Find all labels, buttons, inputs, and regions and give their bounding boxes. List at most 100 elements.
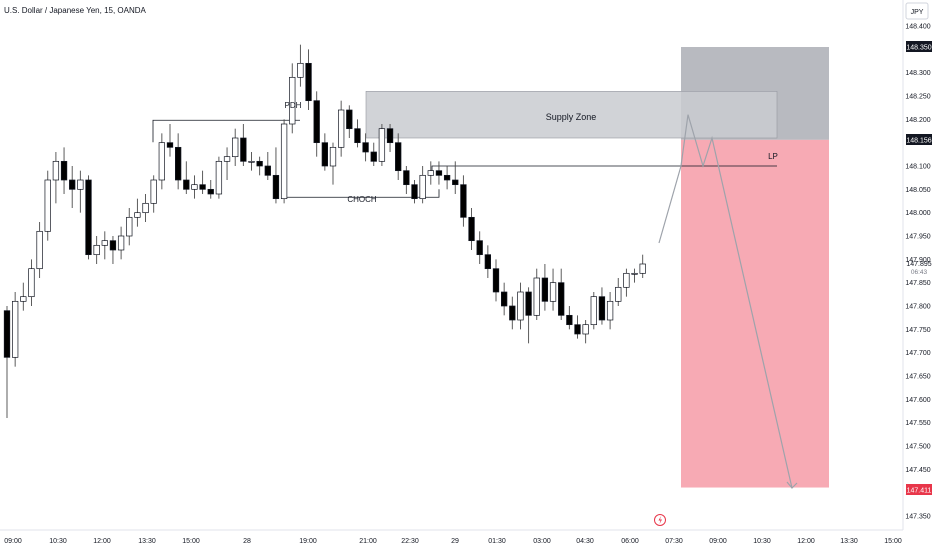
candle-body	[582, 324, 589, 335]
candle	[305, 49, 312, 110]
candle-body	[101, 240, 108, 246]
candle	[476, 231, 483, 264]
economic-event-icon[interactable]	[654, 514, 666, 526]
candle-body	[623, 272, 630, 288]
time-axis[interactable]	[0, 530, 932, 550]
candle-body	[313, 100, 320, 144]
candle-body	[134, 212, 141, 218]
candle	[370, 142, 377, 166]
y-tick-label: 147.550	[905, 420, 930, 427]
candle	[403, 166, 410, 194]
candle-body	[20, 296, 27, 302]
supply-zone-label: Supply Zone	[546, 112, 597, 122]
candle-body	[631, 272, 638, 275]
candle	[232, 128, 239, 166]
target-price-badge	[906, 484, 932, 495]
candle	[468, 208, 475, 250]
candle-body	[191, 184, 198, 190]
y-tick-label: 148.250	[905, 94, 930, 101]
candle-body	[525, 291, 532, 316]
candle-body	[60, 160, 68, 181]
candle-body	[590, 296, 597, 326]
candle	[175, 133, 182, 190]
candle-body	[175, 146, 182, 181]
candle	[321, 133, 328, 171]
candle-body	[533, 277, 540, 316]
x-tick-label: 10:30	[49, 538, 67, 545]
candle-body	[370, 151, 377, 162]
candle	[256, 156, 263, 176]
candle-body	[240, 137, 247, 162]
candle	[199, 170, 206, 194]
x-tick-labels: 09:00 10:30 12:00 13:30 15:00 28 19:00 21:00 22:…	[4, 538, 902, 545]
y-tick-label: 148.400	[905, 24, 930, 31]
price-axis[interactable]	[903, 0, 932, 530]
candles-layer	[3, 44, 646, 418]
candle-body	[639, 263, 646, 274]
candle	[28, 259, 35, 306]
x-tick-label: 13:30	[840, 538, 858, 545]
currency-button[interactable]	[905, 2, 929, 20]
candle-body	[501, 291, 508, 307]
candle-body	[158, 142, 166, 181]
x-tick-label: 03:00	[533, 538, 551, 545]
pdh-line	[152, 119, 300, 143]
candle-body	[44, 179, 51, 232]
candle-body	[36, 230, 43, 270]
candle-body	[411, 184, 418, 200]
candle-body	[566, 314, 573, 326]
x-tick-label: 01:30	[488, 538, 506, 545]
candle-body	[549, 282, 557, 302]
candle	[248, 152, 255, 171]
candle-body	[435, 170, 443, 176]
candle	[60, 147, 68, 194]
candle-body	[183, 179, 190, 190]
candle-body	[215, 160, 223, 195]
x-tick-label: 21:00	[359, 538, 377, 545]
candle-body	[403, 170, 410, 186]
candle-body	[142, 202, 149, 214]
candle	[280, 119, 288, 204]
candle	[297, 44, 304, 87]
candle-body	[517, 291, 524, 321]
candle-body	[223, 156, 231, 162]
candle	[501, 282, 508, 316]
candle-body	[77, 179, 84, 190]
current-price-text: 147.895	[906, 261, 931, 268]
candle	[93, 236, 100, 264]
candle	[329, 142, 337, 185]
candle	[85, 175, 92, 260]
candle	[615, 278, 622, 306]
candle-body	[264, 165, 271, 176]
candle-body	[419, 174, 426, 200]
candle-body	[574, 324, 581, 335]
candle	[386, 124, 394, 152]
candle	[215, 156, 223, 199]
candle	[150, 175, 157, 213]
y-tick-label: 147.800	[905, 304, 930, 311]
candle	[191, 175, 198, 199]
candle	[77, 170, 84, 213]
x-tick-label: 28	[243, 538, 251, 545]
x-tick-label: 07:30	[665, 538, 683, 545]
x-tick-label: 09:00	[4, 538, 22, 545]
candle	[598, 287, 606, 325]
projection-arrowhead	[786, 481, 798, 489]
candle	[395, 133, 402, 180]
top-price-badge	[906, 41, 932, 52]
candle	[12, 292, 19, 367]
y-tick-label: 147.450	[905, 467, 930, 474]
candle-body	[199, 184, 206, 190]
candle-body	[452, 179, 459, 186]
candle	[639, 254, 646, 278]
candle-body	[126, 216, 133, 237]
top-price-text: 148.350	[906, 45, 931, 52]
lp-label: LP	[768, 152, 778, 161]
candle-body	[289, 76, 296, 125]
candle-body	[468, 216, 475, 242]
candle-body	[69, 179, 76, 190]
x-tick-label: 12:00	[797, 538, 815, 545]
candle-body	[248, 160, 255, 163]
